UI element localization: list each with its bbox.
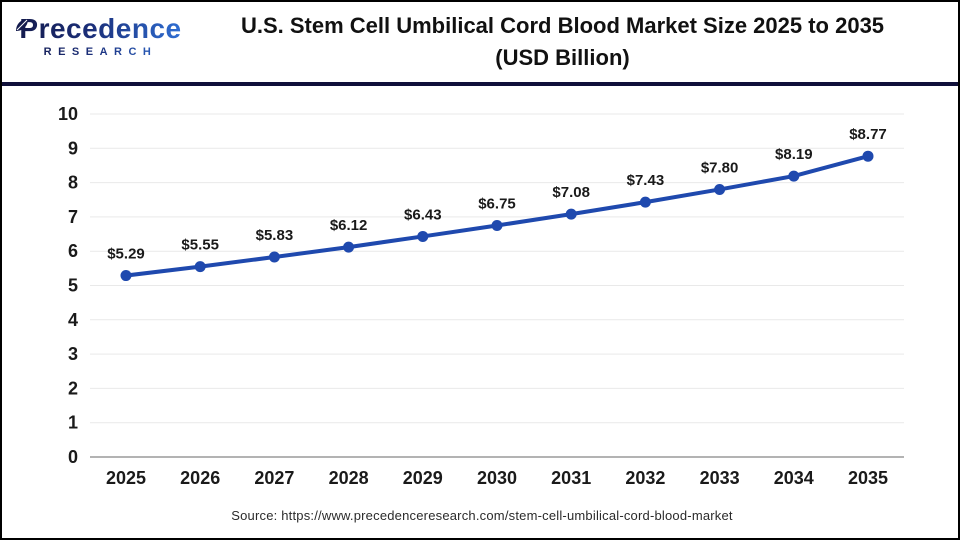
data-label-2030: $6.75 [478,195,516,212]
x-axis-labels: 2025 2026 2027 2028 2029 2030 2031 2032 2033 2034… [106,468,888,488]
data-point-2027 [268,251,280,263]
x-tick-label-2034: 2034 [774,468,814,488]
y-tick-label-4: 4 [68,310,78,330]
data-label-2031: $7.08 [552,184,590,201]
line-chart: 0 1 2 3 4 5 6 7 8 9 10 2025 2026 2027 2028 2029 2030 2031… [58,104,904,488]
y-tick-label-8: 8 [68,173,78,193]
data-point-2034 [788,170,800,182]
data-label-2027: $5.83 [256,227,294,244]
chart-title: U.S. Stem Cell Umbilical Cord Blood Mark… [177,10,948,74]
data-label-2032: $7.43 [627,172,665,189]
x-tick-label-2035: 2035 [848,468,888,488]
header: Precedence RESEARCH U.S. Stem Cell Umbil… [2,2,958,86]
data-point-2026 [194,261,206,273]
data-label-2025: $5.29 [107,246,145,263]
y-tick-label-3: 3 [68,344,78,364]
y-tick-label-5: 5 [68,276,78,296]
data-points [120,150,874,282]
data-labels: $5.29 $5.55 $5.83 $6.12 $6.43 $6.75 $7.08 $7.43… [107,126,887,262]
data-label-2034: $8.19 [775,146,813,163]
data-point-2030 [491,219,503,231]
source-attribution: Source: https://www.precedenceresearch.c… [231,508,733,523]
logo-wordmark: Precedence [16,13,183,44]
logo-sub-text: RESEARCH [18,47,183,58]
series-line [124,154,870,278]
data-label-2035: $8.77 [849,126,887,143]
data-point-2029 [417,230,429,242]
y-tick-label-7: 7 [68,207,78,227]
x-tick-label-2028: 2028 [329,468,369,488]
x-tick-label-2030: 2030 [477,468,517,488]
x-tick-label-2026: 2026 [180,468,220,488]
data-point-2031 [565,208,577,220]
chart-area: 0 1 2 3 4 5 6 7 8 9 10 2025 2026 2027 2028 2029 2030 2031… [2,86,958,523]
x-tick-label-2031: 2031 [551,468,591,488]
x-tick-label-2027: 2027 [254,468,294,488]
x-tick-label-2029: 2029 [403,468,443,488]
y-tick-label-2: 2 [68,378,78,398]
chart-title-line2: (USD Billion) [495,45,630,70]
data-point-2028 [343,241,355,253]
y-tick-label-10: 10 [58,104,78,124]
data-label-2028: $6.12 [330,217,368,234]
data-label-2033: $7.80 [701,159,739,176]
gridlines [90,113,904,458]
x-tick-label-2025: 2025 [106,468,146,488]
chart-title-line1: U.S. Stem Cell Umbilical Cord Blood Mark… [240,13,885,39]
data-point-2033 [714,183,726,195]
precedence-research-logo: Precedence RESEARCH [16,13,183,58]
y-tick-label-6: 6 [68,241,78,261]
logo-brand-text: Precedence [19,13,182,44]
y-tick-label-0: 0 [68,447,78,467]
y-tick-label-9: 9 [68,138,78,158]
y-tick-label-1: 1 [68,413,78,433]
leaf-icon [15,9,29,37]
y-axis-labels: 0 1 2 3 4 5 6 7 8 9 10 [58,104,78,467]
data-point-2032 [639,196,651,208]
data-label-2026: $5.55 [181,237,219,254]
data-point-2035 [862,150,874,162]
x-tick-label-2032: 2032 [625,468,665,488]
x-tick-label-2033: 2033 [700,468,740,488]
data-label-2029: $6.43 [404,206,442,223]
data-point-2025 [120,270,132,282]
